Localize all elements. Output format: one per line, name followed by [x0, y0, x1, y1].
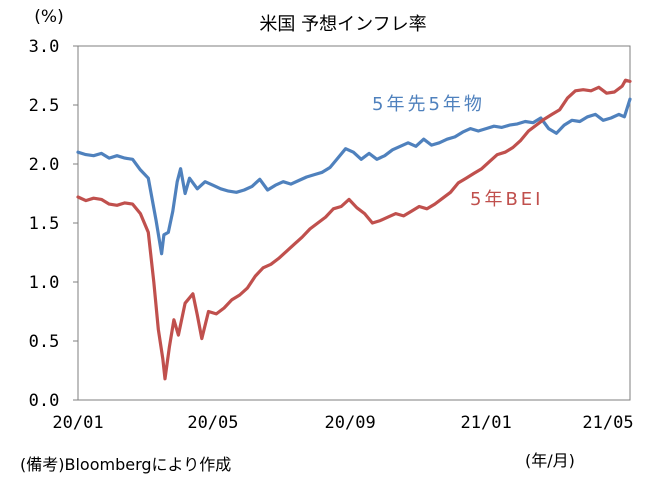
y-axis: 0.0 0.5 1.0 1.5 2.0 2.5 3.0 — [29, 37, 78, 411]
y-tick-label: 1.0 — [29, 273, 60, 293]
y-tick-label: 1.5 — [29, 214, 60, 234]
x-tick-label: 21/05 — [582, 413, 633, 433]
x-tick-label: 20/05 — [187, 413, 238, 433]
x-tick-label: 20/09 — [325, 413, 376, 433]
y-tick-label: 0.0 — [29, 391, 60, 411]
series-label-0: 5年先5年物 — [372, 94, 485, 115]
series-layer — [76, 78, 632, 381]
x-axis: 20/01 20/05 20/09 21/01 21/05 — [52, 413, 633, 433]
series-label-1: 5年BEI — [470, 189, 543, 210]
x-unit-label: (年/月) — [525, 451, 575, 470]
series-line-0 — [76, 97, 632, 256]
series-labels: 5年先5年物 5年BEI — [372, 94, 543, 210]
y-tick-label: 3.0 — [29, 37, 60, 57]
source-note: (備考)Bloombergにより作成 — [20, 455, 231, 474]
y-tick-label: 2.0 — [29, 155, 60, 175]
series-line-1 — [76, 78, 632, 381]
y-unit-label: (%) — [34, 7, 63, 27]
y-tick-label: 2.5 — [29, 96, 60, 116]
x-tick-label: 21/01 — [461, 413, 512, 433]
y-tick-label: 0.5 — [29, 332, 60, 352]
chart-title: 米国 予想インフレ率 — [259, 14, 426, 35]
x-tick-label: 20/01 — [52, 413, 103, 433]
